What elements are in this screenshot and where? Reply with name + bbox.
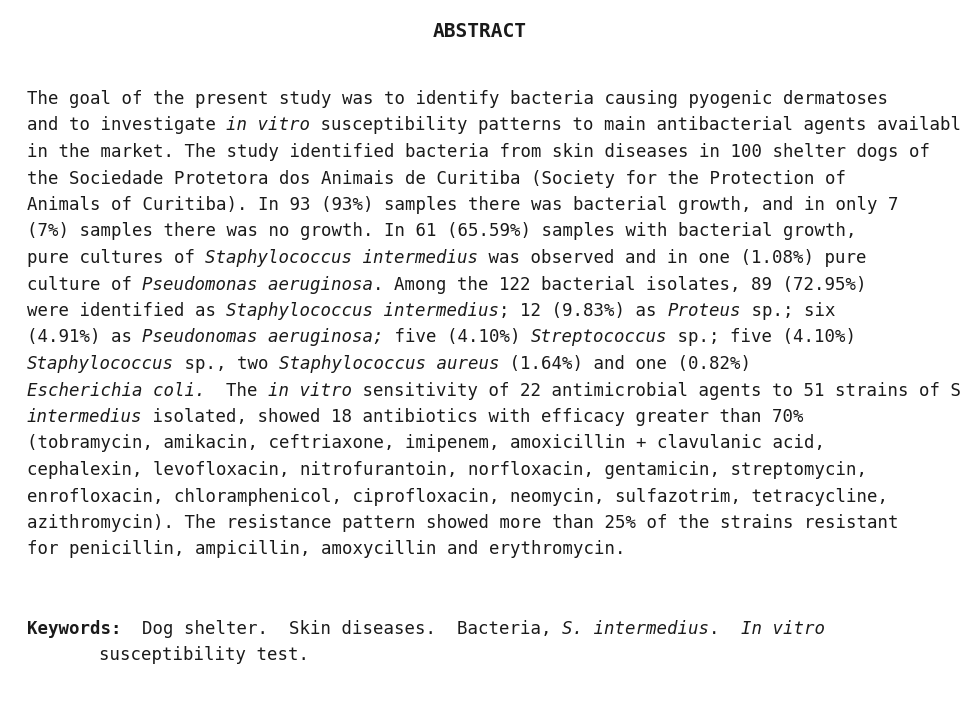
Text: susceptibility test.: susceptibility test. [99,647,309,665]
Text: Streptococcus: Streptococcus [531,329,667,347]
Text: Dog shelter.  Skin diseases.  Bacteria,: Dog shelter. Skin diseases. Bacteria, [121,620,563,638]
Text: The: The [205,381,269,399]
Text: cephalexin, levofloxacin, nitrofurantoin, norfloxacin, gentamicin, streptomycin,: cephalexin, levofloxacin, nitrofurantoin… [27,461,867,479]
Text: S. intermedius: S. intermedius [563,620,709,638]
Text: in vitro: in vitro [269,381,352,399]
Text: in vitro: in vitro [227,116,310,135]
Text: the Sociedade Protetora dos Animais de Curitiba (Society for the Protection of: the Sociedade Protetora dos Animais de C… [27,170,846,188]
Text: enrofloxacin, chloramphenicol, ciprofloxacin, neomycin, sulfazotrim, tetracyclin: enrofloxacin, chloramphenicol, ciproflox… [27,488,888,506]
Text: Pseudomonas aeruginosa: Pseudomonas aeruginosa [142,275,373,294]
Text: was observed and in one (1.08%) pure: was observed and in one (1.08%) pure [478,249,867,267]
Text: Staphylococcus intermedius: Staphylococcus intermedius [227,302,499,320]
Text: Keywords:: Keywords: [27,620,121,638]
Text: were identified as: were identified as [27,302,227,320]
Text: Staphylococcus aureus: Staphylococcus aureus [278,355,499,373]
Text: (tobramycin, amikacin, ceftriaxone, imipenem, amoxicillin + clavulanic acid,: (tobramycin, amikacin, ceftriaxone, imip… [27,434,825,453]
Text: (7%) samples there was no growth. In 61 (65.59%) samples with bacterial growth,: (7%) samples there was no growth. In 61 … [27,222,856,240]
Text: Staphylococcus intermedius: Staphylococcus intermedius [205,249,478,267]
Text: .: . [709,620,741,638]
Text: Animals of Curitiba). In 93 (93%) samples there was bacterial growth, and in onl: Animals of Curitiba). In 93 (93%) sample… [27,196,899,214]
Text: ; 12 (9.83%) as: ; 12 (9.83%) as [499,302,667,320]
Text: (4.91%) as: (4.91%) as [27,329,142,347]
Text: sp., two: sp., two [174,355,278,373]
Text: In vitro: In vitro [741,620,825,638]
Text: Escherichia coli.: Escherichia coli. [27,381,205,399]
Text: sp.; five (4.10%): sp.; five (4.10%) [667,329,856,347]
Text: Staphylococcus: Staphylococcus [27,355,174,373]
Text: Proteus: Proteus [667,302,741,320]
Text: intermedius: intermedius [27,408,142,426]
Text: (1.64%) and one (0.82%): (1.64%) and one (0.82%) [499,355,752,373]
Text: The goal of the present study was to identify bacteria causing pyogenic dermatos: The goal of the present study was to ide… [27,90,888,108]
Text: for penicillin, ampicillin, amoxycillin and erythromycin.: for penicillin, ampicillin, amoxycillin … [27,540,625,558]
Text: azithromycin). The resistance pattern showed more than 25% of the strains resist: azithromycin). The resistance pattern sh… [27,514,899,532]
Text: sp.; six: sp.; six [741,302,835,320]
Text: and to investigate: and to investigate [27,116,227,135]
Text: susceptibility patterns to main antibacterial agents available: susceptibility patterns to main antibact… [310,116,960,135]
Text: ABSTRACT: ABSTRACT [433,22,527,41]
Text: culture of: culture of [27,275,142,294]
Text: isolated, showed 18 antibiotics with efficacy greater than 70%: isolated, showed 18 antibiotics with eff… [142,408,804,426]
Text: . Among the 122 bacterial isolates, 89 (72.95%): . Among the 122 bacterial isolates, 89 (… [373,275,867,294]
Text: pure cultures of: pure cultures of [27,249,205,267]
Text: in the market. The study identified bacteria from skin diseases in 100 shelter d: in the market. The study identified bact… [27,143,930,161]
Text: Pseudonomas aeruginosa;: Pseudonomas aeruginosa; [142,329,384,347]
Text: sensitivity of 22 antimicrobial agents to 51 strains of S.: sensitivity of 22 antimicrobial agents t… [352,381,960,399]
Text: five (4.10%): five (4.10%) [384,329,531,347]
